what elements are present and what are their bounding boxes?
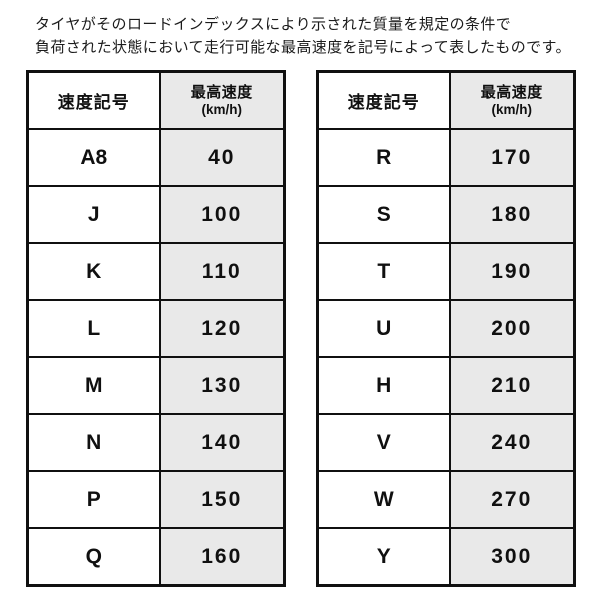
header-max-speed-unit: (km/h)	[491, 102, 533, 117]
speed-cell: 120	[158, 299, 286, 358]
table-row: A8 40	[26, 128, 286, 187]
speed-cell: 100	[158, 185, 286, 244]
symbol-cell: M	[26, 356, 161, 415]
symbol-cell: T	[316, 242, 451, 301]
table-row: P 150	[26, 470, 286, 529]
table-row: J 100	[26, 185, 286, 244]
symbol-cell: K	[26, 242, 161, 301]
speed-cell: 190	[448, 242, 576, 301]
table-row: M 130	[26, 356, 286, 415]
symbol-cell: P	[26, 470, 161, 529]
speed-table-left: 速度記号 最高速度 (km/h) A8 40 J 100 K 110 L	[26, 70, 286, 587]
header-max-speed: 最高速度 (km/h)	[448, 70, 576, 130]
symbol-cell: S	[316, 185, 451, 244]
symbol-cell: L	[26, 299, 161, 358]
speed-cell: 240	[448, 413, 576, 472]
table-row: W 270	[316, 470, 576, 529]
speed-cell: 210	[448, 356, 576, 415]
table-header-row: 速度記号 最高速度 (km/h)	[26, 70, 286, 130]
speed-cell: 110	[158, 242, 286, 301]
symbol-cell: R	[316, 128, 451, 187]
header-max-speed-label: 最高速度	[190, 84, 253, 101]
table-row: Q 160	[26, 527, 286, 587]
description-text: タイヤがそのロードインデックスにより示された質量を規定の条件で 負荷された状態に…	[35, 13, 571, 59]
symbol-cell: N	[26, 413, 161, 472]
speed-cell: 300	[448, 527, 576, 587]
table-row: K 110	[26, 242, 286, 301]
description-line-2: 負荷された状態において走行可能な最高速度を記号によって表したものです。	[35, 39, 571, 56]
speed-cell: 170	[448, 128, 576, 187]
description-line-1: タイヤがそのロードインデックスにより示された質量を規定の条件で	[35, 16, 512, 33]
table-row: U 200	[316, 299, 576, 358]
header-speed-symbol: 速度記号	[26, 70, 161, 130]
speed-table-right: 速度記号 最高速度 (km/h) R 170 S 180 T 190 U	[316, 70, 576, 587]
table-row: T 190	[316, 242, 576, 301]
symbol-cell: H	[316, 356, 451, 415]
speed-cell: 40	[158, 128, 286, 187]
table-row: V 240	[316, 413, 576, 472]
symbol-cell: J	[26, 185, 161, 244]
speed-cell: 180	[448, 185, 576, 244]
header-max-speed-unit: (km/h)	[201, 102, 243, 117]
table-row: S 180	[316, 185, 576, 244]
speed-rating-tables: 速度記号 最高速度 (km/h) A8 40 J 100 K 110 L	[26, 70, 576, 587]
symbol-cell: U	[316, 299, 451, 358]
table-row: N 140	[26, 413, 286, 472]
speed-cell: 160	[158, 527, 286, 587]
symbol-cell: V	[316, 413, 451, 472]
symbol-cell: Y	[316, 527, 451, 587]
header-speed-symbol: 速度記号	[316, 70, 451, 130]
table-header-row: 速度記号 最高速度 (km/h)	[316, 70, 576, 130]
speed-cell: 140	[158, 413, 286, 472]
speed-cell: 270	[448, 470, 576, 529]
header-max-speed-label: 最高速度	[480, 84, 543, 101]
speed-cell: 200	[448, 299, 576, 358]
table-row: Y 300	[316, 527, 576, 587]
speed-cell: 150	[158, 470, 286, 529]
symbol-cell: Q	[26, 527, 161, 587]
symbol-cell: W	[316, 470, 451, 529]
symbol-cell: A8	[26, 128, 161, 187]
header-max-speed: 最高速度 (km/h)	[158, 70, 286, 130]
table-row: H 210	[316, 356, 576, 415]
table-row: L 120	[26, 299, 286, 358]
table-row: R 170	[316, 128, 576, 187]
speed-cell: 130	[158, 356, 286, 415]
